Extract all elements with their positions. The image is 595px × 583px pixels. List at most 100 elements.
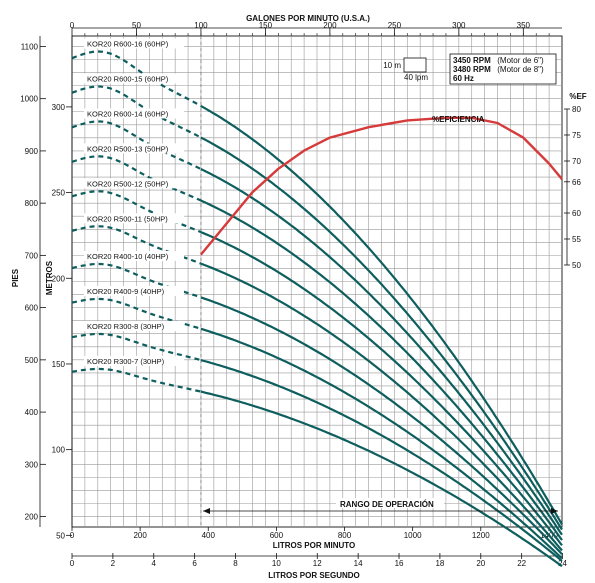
lps-tick-label: 24 [558,559,567,568]
pump-curve-dashed [71,155,202,202]
pump-curve [200,199,563,541]
efficiency-label: %EFICIENCIA [432,115,485,124]
pies-tick-label: 600 [25,304,39,313]
pump-curve [200,231,563,546]
pump-curve [200,359,563,562]
lps-tick-label: 8 [233,559,238,568]
pump-curve [200,390,563,568]
lps-axis-title: LITROS POR SEGUNDO [268,571,360,580]
lps-tick-label: 6 [192,559,197,568]
curve-label: KOR20 R500-12 (50HP) [87,179,169,188]
rpm1: 3450 RPM [453,56,491,65]
curve-labels: KOR20 R600-16 (60HP) KOR20 R600-15 (60HP)… [84,38,184,366]
pump-curve-dashed [71,85,202,139]
curve-label-bg [84,38,184,49]
curve-label-bg [84,108,184,119]
pies-tick-label: 300 [25,460,39,469]
gpm-tick-label: 0 [70,21,75,30]
lpm-tick-label: 800 [338,531,352,540]
curve-label: KOR20 R500-11 (50HP) [87,214,168,223]
metros-tick-label: 250 [52,189,66,198]
lps-tick-label: 18 [435,559,444,568]
pies-tick-label: 500 [25,356,39,365]
curve-label: KOR20 R500-13 (50HP) [87,144,169,153]
rpm1-note: (Motor de 6") [497,56,544,65]
gpm-tick-label: 300 [452,21,466,30]
eff-tick-label: 75 [572,131,581,140]
scale-head-label: 10 m [383,61,401,70]
pump-curve [200,296,563,555]
pump-curve [200,105,563,525]
curve-label-bg [84,250,184,261]
eff-tick-label: 70 [572,157,581,166]
rpm2-note: (Motor de 8") [497,65,544,74]
gpm-tick-label: 350 [517,21,531,30]
scale-box [403,57,427,73]
pump-curve-dashed [71,50,202,107]
curve-label-bg [84,355,184,366]
curve-label-bg [84,178,184,189]
hz-label: 60 Hz [453,74,474,83]
eff-tick-label: 55 [572,235,581,244]
curve-label-bg [84,213,184,224]
operating-range-label: RANGO DE OPERACIÓN [340,500,434,509]
pump-curve [200,327,563,560]
curve-label: KOR20 R600-14 (60HP) [87,109,169,118]
pump-curves [71,50,563,568]
rpm-box-frame [449,53,557,85]
metros-axis-title: METROS [45,260,54,295]
pump-curve [200,168,563,536]
eff-tick-label: 66 [572,178,581,187]
curve-label: KOR20 R300-8 (30HP) [87,322,165,331]
pump-curve-dashed [71,190,202,234]
curve-label-bg [84,73,184,84]
pies-axis-title: PIES [11,268,20,287]
operating-range-label-bg [336,498,444,508]
rpm2: 3480 RPM [453,65,491,74]
eff-tick-label: 60 [572,209,581,218]
gpm-axis-title: GALONES POR MINUTO (U.S.A.) [246,14,370,23]
pies-tick-label: 200 [25,513,39,522]
pump-curve-dashed [71,120,202,170]
lpm-tick-label: 600 [270,531,284,540]
lpm-axis-title: LITROS POR MINUTO [273,541,356,550]
eff-axis-title: %EF [569,92,586,101]
lps-tick-label: 4 [152,559,157,568]
pump-curve [200,136,563,531]
gpm-tick-label: 150 [259,21,273,30]
pump-curve-dashed [71,332,202,362]
pies-tick-label: 900 [25,147,39,156]
metros-tick-label: 50 [56,531,65,540]
curve-label: KOR20 R400-10 (40HP) [87,252,169,261]
curve-label-bg [84,285,184,296]
scale-flow-label: 40 lpm [404,73,428,82]
efficiency-curve-group [199,116,563,256]
pump-curve-dashed [71,225,202,265]
lpm-tick-label: 0 [70,531,75,540]
metros-tick-label: 150 [52,360,66,369]
lpm-tick-label: 200 [133,531,147,540]
curve-label: KOR20 R600-15 (60HP) [87,74,169,83]
metros-tick-label: 300 [52,103,66,112]
pump-curve [200,262,563,552]
operating-range-arrow-right [551,508,558,514]
curve-label: KOR20 R400-9 (40HP) [87,287,165,296]
operating-range: RANGO DE OPERACIÓN [203,498,558,514]
scale-legend: 10 m 40 lpm [383,57,428,82]
rpm-line-1: 3450 RPM (Motor de 6") [453,50,544,67]
gpm-tick-label: 100 [194,21,208,30]
gpm-tick-label: 250 [388,21,402,30]
rpm-line-2: 3480 RPM (Motor de 8") [453,59,544,76]
lpm-tick-label: 1000 [404,531,422,540]
rpm-info-box: 3450 RPM (Motor de 6") 3480 RPM (Motor d… [449,50,557,85]
gpm-tick-label: 50 [132,21,141,30]
lps-tick-label: 22 [517,559,526,568]
pies-tick-label: 800 [25,199,39,208]
lpm-tick-label: 400 [202,531,216,540]
lps-tick-label: 14 [354,559,363,568]
operating-range-arrow-left [203,508,210,514]
pies-tick-label: 700 [25,251,39,260]
eff-tick-label: 80 [572,105,581,114]
lps-tick-label: 20 [476,559,485,568]
